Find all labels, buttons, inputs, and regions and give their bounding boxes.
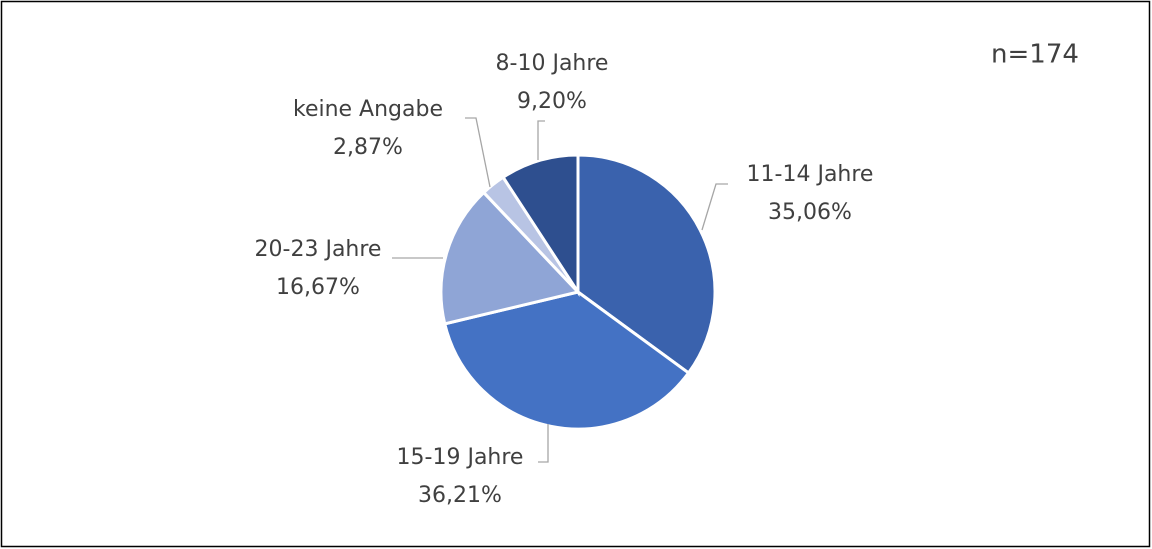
value-label: 2,87% bbox=[333, 135, 403, 160]
category-label: 20-23 Jahre bbox=[255, 237, 382, 262]
category-label: 15-19 Jahre bbox=[397, 445, 524, 470]
category-label: 8-10 Jahre bbox=[496, 51, 609, 76]
leader-line bbox=[538, 424, 549, 463]
pie-slice bbox=[442, 290, 691, 431]
leader-line bbox=[537, 120, 545, 160]
pie-slice bbox=[439, 190, 581, 326]
pie-slice bbox=[501, 153, 580, 298]
category-label: keine Angabe bbox=[293, 97, 443, 122]
value-label: 16,67% bbox=[276, 275, 360, 300]
pie-slice bbox=[576, 153, 717, 376]
value-label: 9,20% bbox=[517, 89, 587, 114]
value-label: 35,06% bbox=[768, 200, 852, 225]
value-label: 36,21% bbox=[418, 483, 502, 508]
category-label: 11-14 Jahre bbox=[747, 162, 874, 187]
leader-line bbox=[465, 117, 491, 188]
leader-line bbox=[701, 183, 728, 231]
annotation: n=174 bbox=[991, 40, 1079, 70]
